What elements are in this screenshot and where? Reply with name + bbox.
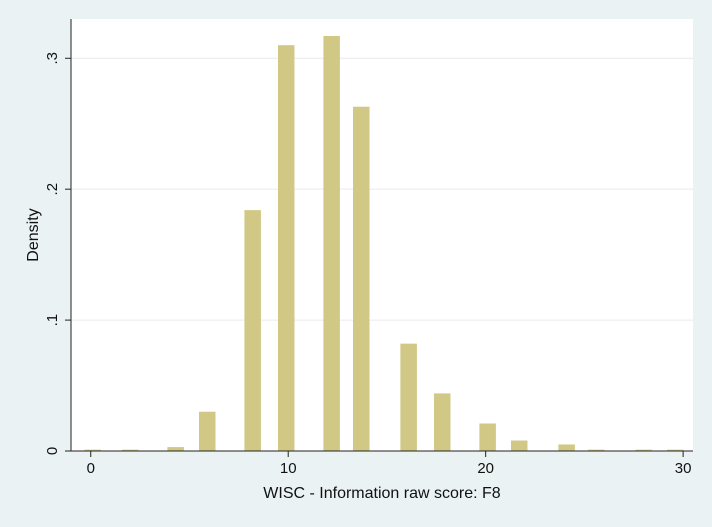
histogram-bar — [323, 36, 340, 451]
y-axis-title: Density — [25, 208, 42, 261]
histogram-bar — [167, 447, 184, 451]
x-axis-title: WISC - Information raw score: F8 — [263, 485, 500, 502]
plot-area — [71, 19, 693, 451]
histogram-bar — [121, 449, 139, 451]
histogram-bar — [400, 343, 417, 451]
histogram-bar — [587, 449, 605, 451]
y-tick-label: .1 — [44, 314, 61, 327]
histogram-bar — [510, 440, 528, 451]
histogram-bar — [635, 449, 652, 451]
histogram-bar — [277, 45, 295, 451]
gridlines — [71, 57, 693, 321]
x-tick-label: 10 — [280, 460, 297, 477]
y-tick-label: 0 — [44, 447, 61, 455]
bars — [84, 36, 684, 451]
histogram-bar — [353, 106, 370, 451]
y-axis-ticks: 0 .1 .2 .3 — [44, 52, 71, 455]
y-tick-label: .3 — [44, 52, 61, 65]
x-tick-label: 20 — [477, 460, 494, 477]
x-axis-ticks: 0 10 20 30 — [87, 451, 692, 477]
y-tick-label: .2 — [44, 183, 61, 196]
histogram-bar — [433, 393, 451, 451]
histogram-bar — [198, 411, 216, 451]
histogram-bar — [244, 210, 261, 451]
histogram-bar — [84, 449, 101, 451]
histogram-bar — [558, 444, 575, 451]
histogram-bar — [666, 449, 684, 451]
histogram-bar — [479, 423, 496, 451]
x-tick-label: 30 — [675, 460, 692, 477]
x-tick-label: 0 — [87, 460, 95, 477]
